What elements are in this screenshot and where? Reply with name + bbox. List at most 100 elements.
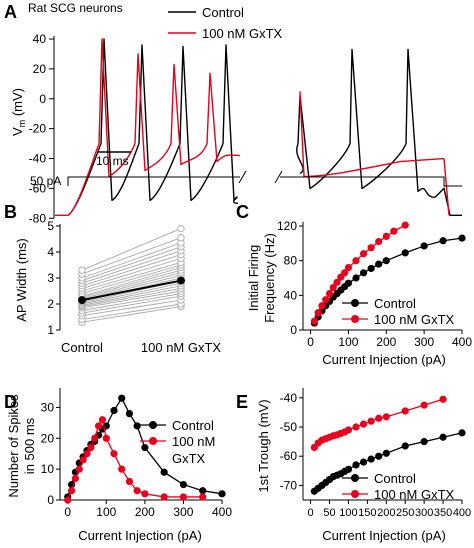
- pair-line: [81, 237, 182, 275]
- scalebar-label: 10 ms: [96, 154, 129, 168]
- current-step-label: 50 pA: [30, 174, 61, 188]
- y-tick-label: -40: [280, 391, 298, 405]
- series-gxtx-point: [67, 487, 76, 495]
- panel-a-legend: Control 100 nM GxTX: [168, 5, 283, 41]
- series-control-point: [359, 269, 368, 277]
- y-tick-label: 120: [277, 219, 297, 233]
- x-tick-label: 150: [358, 507, 376, 519]
- x-tick-label: 50: [323, 507, 335, 519]
- series-gxtx-point: [310, 317, 318, 325]
- panel-a-scalebar: 10 ms: [96, 151, 131, 168]
- series-control-point: [420, 242, 428, 250]
- series-control-point: [382, 449, 390, 457]
- legend-gxtx-label: 100 nM GxTX: [374, 487, 455, 502]
- series-gxtx-point: [390, 227, 398, 235]
- pair-line: [81, 299, 182, 317]
- panel-a-ylabel: Vm (mV): [10, 88, 27, 136]
- series-gxtx-point: [118, 465, 126, 473]
- series-control-point: [382, 257, 390, 265]
- series-control-point: [352, 274, 360, 282]
- series-gxtx-point: [333, 278, 341, 286]
- x-tick-label: 300: [414, 335, 434, 349]
- panel-label-e: E: [236, 392, 248, 412]
- series-gxtx-point: [314, 309, 322, 317]
- y-tick-label: 5: [47, 219, 54, 233]
- series-control-point: [367, 455, 375, 463]
- x-tick-label: 100: [96, 505, 116, 519]
- y-tick-label: -40: [29, 152, 47, 166]
- series-gxtx-point: [141, 490, 149, 498]
- series-gxtx-point: [344, 264, 353, 272]
- panel-a-traces: [55, 38, 462, 216]
- y-tick-label: -50: [280, 420, 298, 434]
- series-gxtx-point: [179, 493, 188, 501]
- pair-line: [81, 228, 182, 271]
- series-gxtx-point: [420, 401, 428, 409]
- pair-line: [81, 306, 182, 323]
- pair-point-control: [78, 266, 86, 274]
- series-gxtx-point: [352, 423, 360, 431]
- series-control-point: [125, 410, 134, 418]
- panel-c-ylabel-line2: Frequency (Hz): [262, 233, 277, 323]
- y-tick-label: 40: [284, 288, 298, 302]
- series-control-point: [375, 452, 383, 460]
- series-control-point: [420, 438, 428, 446]
- x-tick-label: 200: [135, 505, 155, 519]
- legend-gxtx-marker: [351, 315, 359, 323]
- series-control-point: [141, 443, 149, 452]
- series-control-point: [110, 406, 118, 415]
- pair-line: [81, 285, 182, 306]
- y-tick-label: -20: [29, 122, 47, 136]
- series-control-point: [458, 429, 466, 437]
- pair-line: [81, 287, 182, 308]
- panel-a-annotation: Rat SCG neurons: [28, 1, 123, 15]
- pair-line: [81, 254, 182, 287]
- x-tick-label: 100: [339, 507, 357, 519]
- panel-e-xlabel: Current Injection (pA): [322, 528, 446, 543]
- pair-point-gxtx: [177, 234, 185, 242]
- y-tick-label: -60: [280, 449, 298, 463]
- panel-d-ylabel-line2: in 500 ms: [22, 417, 37, 474]
- series-control-point: [118, 394, 126, 402]
- pair-line: [81, 258, 182, 289]
- series-gxtx-point: [325, 290, 334, 298]
- series-gxtx-point: [83, 450, 91, 458]
- legend-control-label: Control: [374, 296, 416, 311]
- y-tick-label: 1: [47, 323, 54, 337]
- series-gxtx-point: [439, 395, 447, 403]
- panel-c-xlabel: Current Injection (pA): [322, 352, 446, 367]
- series-gxtx-point: [367, 244, 375, 252]
- x-tick-label: 0: [308, 507, 314, 519]
- legend-control-marker: [351, 474, 359, 482]
- x-tick-label: 400: [453, 507, 471, 519]
- y-tick-label: -70: [280, 478, 298, 492]
- panel-label-c: C: [236, 202, 249, 222]
- series-gxtx-point: [199, 493, 207, 501]
- series-control-point: [133, 422, 141, 430]
- panel-e-ylabel: 1st Trough (mV): [256, 399, 271, 492]
- series-control-point: [344, 279, 353, 287]
- legend-control-label: Control: [172, 418, 214, 433]
- current-step-trace: [67, 170, 462, 187]
- series-gxtx-point: [102, 434, 110, 442]
- pair-point-gxtx: [177, 224, 185, 233]
- mean-point: [78, 296, 86, 305]
- panel-d-xlabel: Current Injection (pA): [78, 528, 202, 543]
- panel-d-ylabel-line1: Number of Spikes: [6, 394, 21, 498]
- pair-line: [81, 242, 182, 279]
- series-gxtx-point: [401, 221, 409, 229]
- legend-gxtx-label: 100 nM GxTX: [374, 312, 455, 327]
- x-tick-label: 200: [376, 335, 396, 349]
- series-control-point: [439, 237, 447, 245]
- series-control-point: [218, 490, 226, 498]
- panel-a-y-axis: 40 20 0 -20 -40 -60 -80: [29, 32, 55, 225]
- trace-gxtx-tail: [443, 158, 450, 216]
- legend-gxtx-marker: [149, 437, 157, 445]
- y-tick-label: 20: [41, 431, 55, 445]
- pair-line: [81, 303, 182, 321]
- legend-control-marker: [351, 299, 359, 307]
- x-tick-label: 300: [173, 505, 193, 519]
- trace-gxtx-left: [67, 38, 241, 216]
- y-tick-label: 0: [39, 92, 46, 106]
